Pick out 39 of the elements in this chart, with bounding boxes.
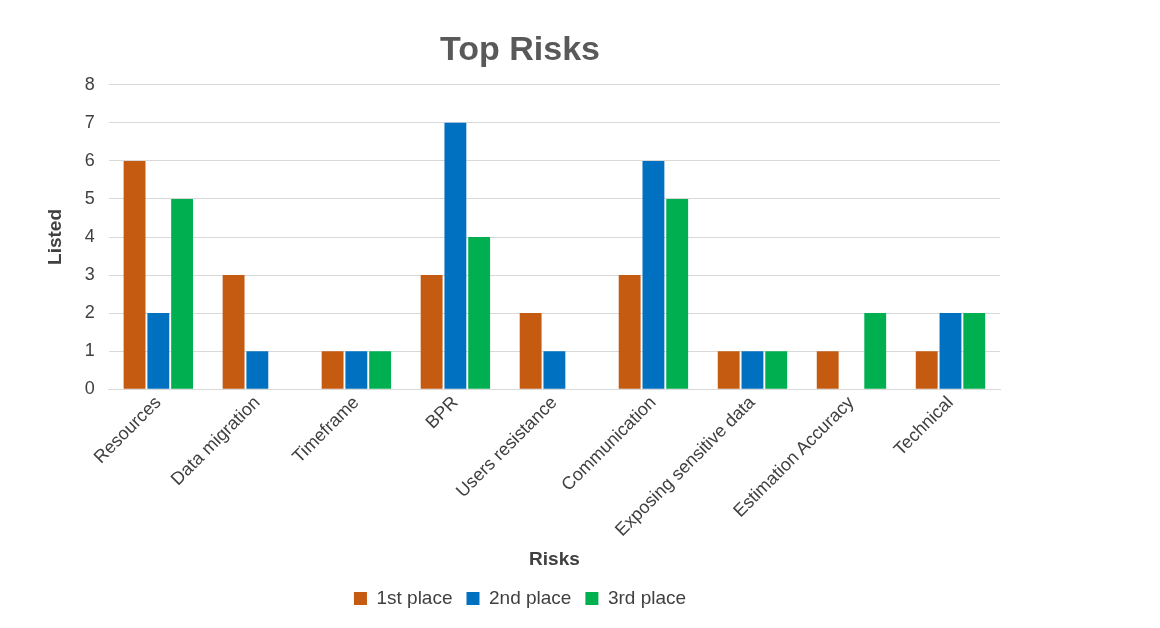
bar [123,160,146,389]
bar [642,160,665,389]
bar [246,351,269,389]
y-tick-label: 5 [84,187,95,208]
legend-label: 3rd place [607,586,687,608]
y-tick-label: 6 [84,149,95,170]
y-axis-title: Listed [43,209,65,265]
bar [519,313,542,389]
bar [741,351,764,389]
legend-label: 2nd place [488,586,572,608]
bar [444,122,467,389]
bar [369,351,392,389]
bar [171,198,194,389]
y-tick-label: 0 [84,378,95,399]
bar [666,198,689,389]
y-tick-label: 2 [84,302,95,323]
bar [345,351,368,389]
y-tick-label: 4 [84,225,95,246]
bar [147,313,170,389]
bar [717,351,740,389]
bar [543,351,566,389]
bar [939,313,962,389]
y-tick-label: 7 [84,111,95,132]
y-tick-label: 8 [84,73,95,94]
y-tick-label: 1 [84,340,95,361]
bar [864,313,887,389]
bar [222,275,245,389]
legend-label: 1st place [376,586,453,608]
bar [963,313,986,389]
bar [816,351,839,389]
bar [468,237,491,389]
bar [321,351,344,389]
bar [915,351,938,389]
x-axis-title: Risks [529,547,580,569]
chart-title: Top Risks [440,28,600,67]
bar [420,275,443,389]
y-tick-label: 3 [84,264,95,285]
bar [618,275,641,389]
bar [765,351,788,389]
